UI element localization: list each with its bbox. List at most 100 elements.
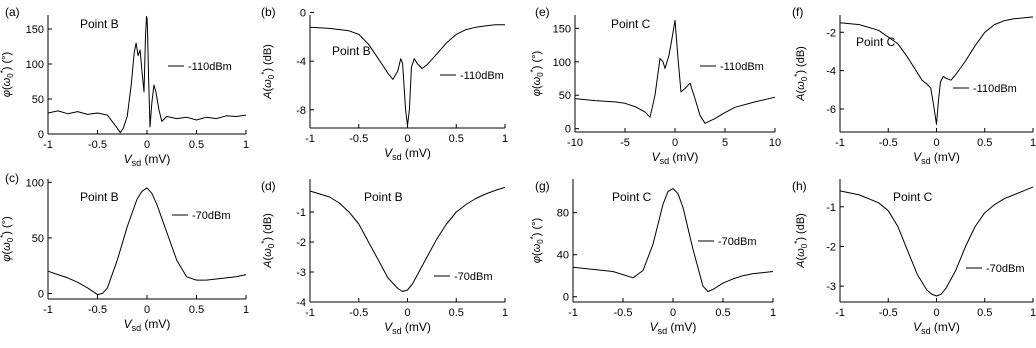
point-annotation: Point C bbox=[611, 17, 651, 31]
x-tick-label: -1 bbox=[305, 307, 315, 319]
y-tick-label: -4 bbox=[296, 56, 306, 68]
x-tick-label: 1 bbox=[1030, 137, 1036, 149]
legend-label: -70dBm bbox=[986, 263, 1025, 275]
y-tick-label: 80 bbox=[557, 208, 569, 220]
x-tick-label: -10 bbox=[567, 137, 583, 149]
series-line bbox=[309, 186, 506, 292]
y-tick-label: -4 bbox=[826, 66, 836, 78]
series-line bbox=[574, 19, 776, 124]
legend-label: -70dBm bbox=[454, 271, 493, 283]
x-tick-label: 1 bbox=[1030, 307, 1036, 319]
y-axis-label: φ(ω0*) (°) bbox=[0, 216, 15, 261]
x-tick-label: -0.5 bbox=[349, 133, 368, 145]
y-tick-label: -6 bbox=[826, 104, 836, 116]
y-tick-label: 100 bbox=[26, 177, 44, 189]
x-tick-label: 0.5 bbox=[715, 307, 730, 319]
point-annotation: Point C bbox=[893, 190, 933, 204]
y-tick-label: -3 bbox=[826, 281, 836, 293]
y-tick-label: -8 bbox=[296, 105, 306, 117]
x-tick-label: 1 bbox=[502, 133, 508, 145]
chart-panel-f: -1 -0.5 0 0.5 1 -6 -4 -2 (f) Point C -110dBm Vsd (m… bbox=[792, 5, 1036, 166]
y-tick-label: 0 bbox=[565, 124, 571, 136]
panel-label: (e) bbox=[535, 5, 550, 19]
y-tick-label: 0 bbox=[300, 8, 306, 20]
x-tick-label: -1 bbox=[568, 307, 578, 319]
panel-label: (c) bbox=[5, 171, 19, 185]
x-tick-label: -0.5 bbox=[614, 307, 633, 319]
x-axis-label: Vsd (mV) bbox=[384, 320, 431, 336]
legend-label: -110dBm bbox=[973, 83, 1017, 95]
y-tick-label: -1 bbox=[296, 207, 306, 219]
chart-panel-a: -1 -0.5 0 0.5 1 0 50 100 150 (a) Point B -110dBm Vsd… bbox=[0, 5, 249, 168]
chart-panel-d: -1 -0.5 0 0.5 1 -4 -3 -2 -1 (d) Point B -70dBm Vsd (… bbox=[260, 179, 508, 336]
x-tick-label: -1 bbox=[305, 133, 315, 145]
y-tick-label: 150 bbox=[26, 24, 44, 36]
panel-label: (d) bbox=[261, 179, 276, 193]
x-axis-label: Vsd (mV) bbox=[124, 152, 171, 168]
x-tick-label: -0.5 bbox=[88, 304, 107, 316]
y-tick-label: 100 bbox=[553, 57, 571, 69]
point-annotation: Point B bbox=[332, 44, 371, 58]
x-tick-label: -0.5 bbox=[349, 307, 368, 319]
series-line bbox=[47, 187, 247, 296]
x-tick-label: -0.5 bbox=[88, 139, 107, 151]
y-tick-label: 0 bbox=[563, 292, 569, 304]
y-axis-label: A(ω0*) (dB) bbox=[260, 44, 276, 100]
legend-label: -110dBm bbox=[460, 70, 504, 82]
y-tick-label: 50 bbox=[559, 90, 571, 102]
y-axis-label: φ(ω0*) (°) bbox=[529, 218, 545, 263]
x-tick-label: 0 bbox=[672, 137, 678, 149]
legend-label: -70dBm bbox=[192, 210, 231, 222]
x-tick-label: 0.5 bbox=[977, 137, 992, 149]
chart-panel-c: -1 -0.5 0 0.5 1 0 50 100 (c) Point B -70dBm Vsd (mV… bbox=[0, 171, 249, 333]
x-axis-label: Vsd (mV) bbox=[650, 320, 697, 336]
x-tick-label: 1 bbox=[502, 307, 508, 319]
x-tick-label: 0.5 bbox=[449, 133, 464, 145]
panel-label: (h) bbox=[792, 179, 807, 193]
x-tick-label: 0 bbox=[404, 133, 410, 145]
y-tick-label: 150 bbox=[553, 23, 571, 35]
y-axis-label: φ(ω0*) (°) bbox=[529, 51, 545, 96]
y-axis-label: A(ω0*) (dB) bbox=[793, 213, 809, 269]
x-tick-label: 10 bbox=[769, 137, 781, 149]
x-tick-label: -1 bbox=[43, 304, 53, 316]
x-tick-label: 0.5 bbox=[189, 139, 204, 151]
y-tick-label: -4 bbox=[296, 297, 306, 309]
x-axis-label: Vsd (mV) bbox=[913, 320, 960, 336]
panel-label: (b) bbox=[261, 5, 276, 19]
legend-label: -110dBm bbox=[720, 61, 764, 73]
x-tick-label: -0.5 bbox=[879, 137, 898, 149]
y-axis-label: φ(ω0*) (°) bbox=[0, 52, 15, 97]
x-tick-label: 1 bbox=[770, 307, 776, 319]
series-line bbox=[47, 15, 247, 134]
x-tick-label: -1 bbox=[43, 139, 53, 151]
y-tick-label: 50 bbox=[32, 94, 44, 106]
y-tick-label: 50 bbox=[32, 233, 44, 245]
y-tick-label: 40 bbox=[557, 250, 569, 262]
x-tick-label: 5 bbox=[722, 137, 728, 149]
series-line bbox=[572, 188, 774, 292]
point-annotation: Point B bbox=[80, 17, 119, 31]
legend-label: -70dBm bbox=[718, 236, 757, 248]
point-annotation: Point C bbox=[612, 190, 652, 204]
series-line bbox=[309, 24, 505, 127]
series-line bbox=[839, 186, 1034, 297]
x-axis-label: Vsd (mV) bbox=[384, 146, 431, 162]
x-tick-label: 0.5 bbox=[449, 307, 464, 319]
x-tick-label: 0 bbox=[933, 137, 939, 149]
x-tick-label: 1 bbox=[243, 304, 249, 316]
y-axis-label: A(ω0*) (dB) bbox=[793, 46, 809, 102]
point-annotation: Point B bbox=[80, 190, 119, 204]
y-axis-label: A(ω0*) (dB) bbox=[260, 213, 276, 269]
panel-label: (a) bbox=[5, 5, 20, 19]
point-annotation: Point B bbox=[364, 190, 403, 204]
y-tick-label: -1 bbox=[826, 202, 836, 214]
y-tick-label: -3 bbox=[296, 267, 306, 279]
chart-panel-b: -1 -0.5 0 0.5 1 -8 -4 0 (b) Point B -110dBm Vsd (mV… bbox=[260, 5, 508, 162]
y-tick-label: -2 bbox=[826, 27, 836, 39]
legend-label: -110dBm bbox=[188, 61, 232, 73]
x-tick-label: 0 bbox=[670, 307, 676, 319]
x-tick-label: 0.5 bbox=[189, 304, 204, 316]
